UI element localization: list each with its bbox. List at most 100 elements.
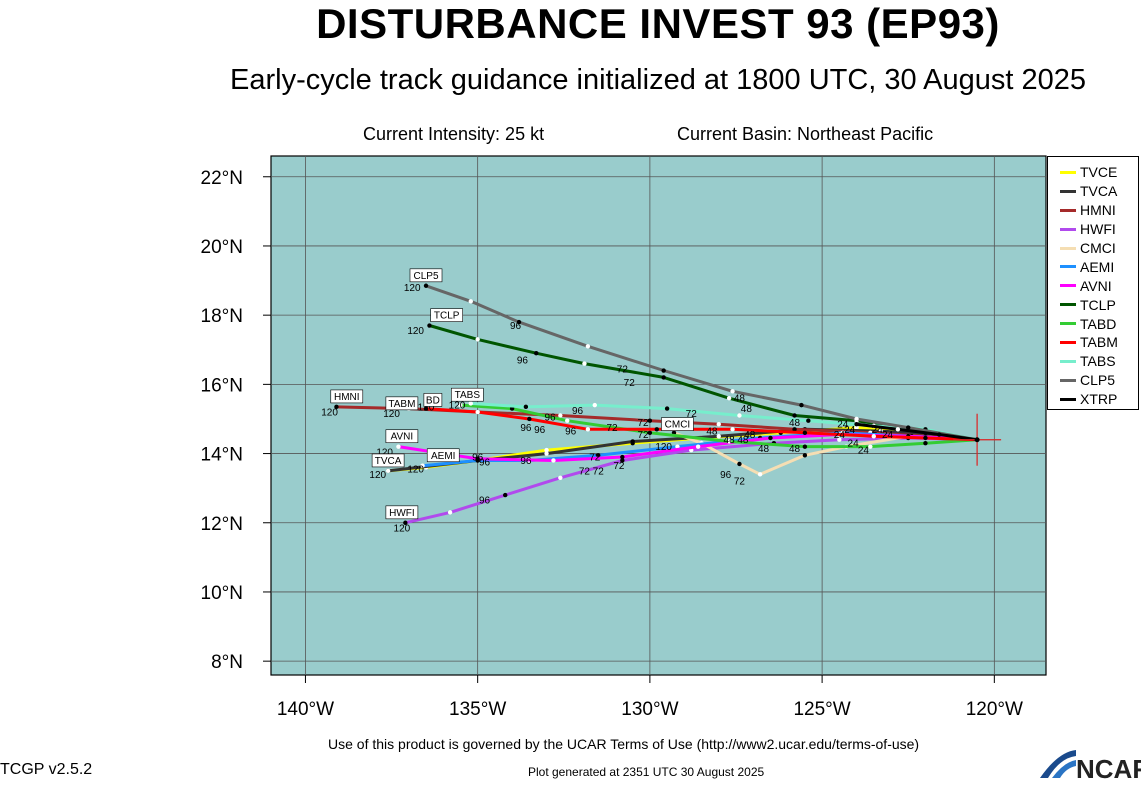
forecast-hour-label: 72	[589, 452, 601, 463]
track-label: BD	[426, 395, 440, 406]
track-point-hwfi	[403, 520, 408, 525]
legend-swatch	[1060, 189, 1076, 193]
track-point-tabs	[664, 406, 670, 411]
track-point-tabs	[523, 404, 529, 410]
y-tick-label: 8°N	[211, 652, 243, 673]
track-point-tvca	[630, 439, 635, 444]
track-point-tclp	[792, 413, 797, 418]
y-tick-label: 14°N	[201, 445, 243, 466]
map-grid	[271, 156, 1046, 675]
forecast-hour-label: 24	[844, 425, 856, 436]
forecast-hour-label: 24	[848, 439, 860, 450]
legend-swatch	[1060, 303, 1076, 307]
x-tick-label: 135°W	[449, 699, 506, 720]
map-ocean-background	[270, 155, 1047, 676]
forecast-hour-label: 96	[479, 496, 491, 507]
track-point-hmni	[647, 418, 653, 423]
track-label: TABS	[455, 390, 481, 401]
legend-swatch	[1060, 378, 1076, 382]
track-point-hwfi	[837, 437, 842, 442]
legend-swatch	[1060, 246, 1076, 250]
track-point-tabd	[565, 418, 570, 423]
forecast-hour-label: 72	[637, 418, 649, 429]
track-xtrp	[855, 422, 979, 442]
ncar-logo-text: NCAR	[1076, 754, 1141, 784]
track-point-tabs	[592, 402, 597, 408]
legend-label: HWFI	[1080, 221, 1116, 238]
y-tick-label: 22°N	[201, 168, 243, 189]
forecast-hour-label: 120	[407, 326, 424, 337]
track-point-aemi	[675, 444, 680, 449]
track-point-tabm	[527, 416, 532, 422]
track-point-tvca	[544, 451, 549, 456]
forecast-hour-label: 120	[376, 447, 393, 458]
forecast-hour-label: 72	[686, 409, 698, 420]
track-point-tabd	[923, 440, 928, 446]
forecast-hour-label: 48	[734, 394, 746, 405]
track-point-tabm	[654, 427, 659, 432]
track-point-cmci	[757, 472, 763, 477]
legend-label: TVCA	[1080, 183, 1118, 200]
legend-swatch	[1060, 340, 1076, 344]
forecast-hour-label: 120	[407, 465, 424, 476]
forecast-hour-label: 48	[724, 435, 736, 446]
track-point-tvca	[385, 468, 391, 474]
track-point-cmci	[737, 461, 742, 467]
track-point-tabm	[802, 430, 808, 435]
legend-label: AEMI	[1080, 258, 1115, 275]
track-point-hwfi	[503, 492, 508, 498]
forecast-hour-label: 48	[789, 418, 801, 429]
ncar-logo-icon	[1040, 750, 1076, 778]
track-point-tabd	[458, 402, 463, 408]
legend-item-aemi: AEMI	[1048, 257, 1138, 276]
legend-label: TABM	[1080, 334, 1118, 351]
track-label: CMCI	[665, 420, 691, 431]
track-point-tclp	[582, 361, 587, 366]
legend-item-tvca: TVCA	[1048, 182, 1138, 201]
track-point-hwfi	[620, 458, 625, 463]
x-tick-label: 120°W	[966, 699, 1023, 720]
track-point-cmci	[802, 453, 808, 458]
x-tick-label: 140°W	[277, 699, 334, 720]
forecast-hour-label: 120	[418, 402, 435, 413]
legend-item-tvce: TVCE	[1048, 163, 1138, 182]
legend-swatch	[1060, 227, 1076, 231]
track-point-hmni	[716, 421, 721, 427]
forecast-hour-label: 24	[834, 430, 846, 441]
track-label-box	[451, 387, 484, 402]
legend-label: CLP5	[1080, 372, 1116, 389]
track-point-tvca	[716, 434, 721, 439]
legend-swatch	[1060, 208, 1076, 212]
track-point-tabs	[737, 413, 742, 418]
forecast-hour-label: 24	[872, 425, 884, 436]
track-point-tabd	[726, 439, 732, 444]
track-tabm	[424, 407, 979, 442]
legend-item-tabs: TABS	[1048, 352, 1138, 371]
legend: TVCE TVCA HMNI HWFI CMCI AEMI AVNI TCLP TABD TABM…	[1047, 156, 1139, 410]
legend-label: CMCI	[1080, 240, 1116, 256]
track-label-box	[661, 417, 694, 431]
track-point-xtrp	[854, 421, 859, 427]
legend-label: HMNI	[1080, 202, 1116, 219]
track-point-xtrp	[937, 432, 942, 437]
storm-center	[974, 437, 980, 443]
track-label-box	[426, 448, 460, 463]
track-point-clp5	[585, 344, 591, 349]
terms-notice: Use of this product is governed by the U…	[328, 736, 920, 752]
track-point-tabd	[802, 444, 808, 449]
track-point-clp5	[423, 283, 429, 288]
track-label: TVCA	[375, 456, 402, 467]
forecast-hour-label: 96	[572, 406, 584, 417]
track-label: HWFI	[389, 508, 415, 519]
forecast-hour-label: 72	[593, 466, 605, 477]
x-tick-label: 125°W	[793, 699, 850, 720]
track-point-avni	[620, 454, 625, 460]
forecast-hour-label: 120	[655, 442, 672, 453]
forecast-hour-label: 24	[858, 446, 870, 457]
forecast-hour-label: 96	[520, 456, 532, 467]
forecast-hour-label: 120	[394, 523, 411, 534]
track-label: HMNI	[334, 392, 360, 403]
page-title: DISTURBANCE INVEST 93 (EP93)	[316, 0, 1000, 47]
track-point-hmni	[558, 413, 563, 418]
